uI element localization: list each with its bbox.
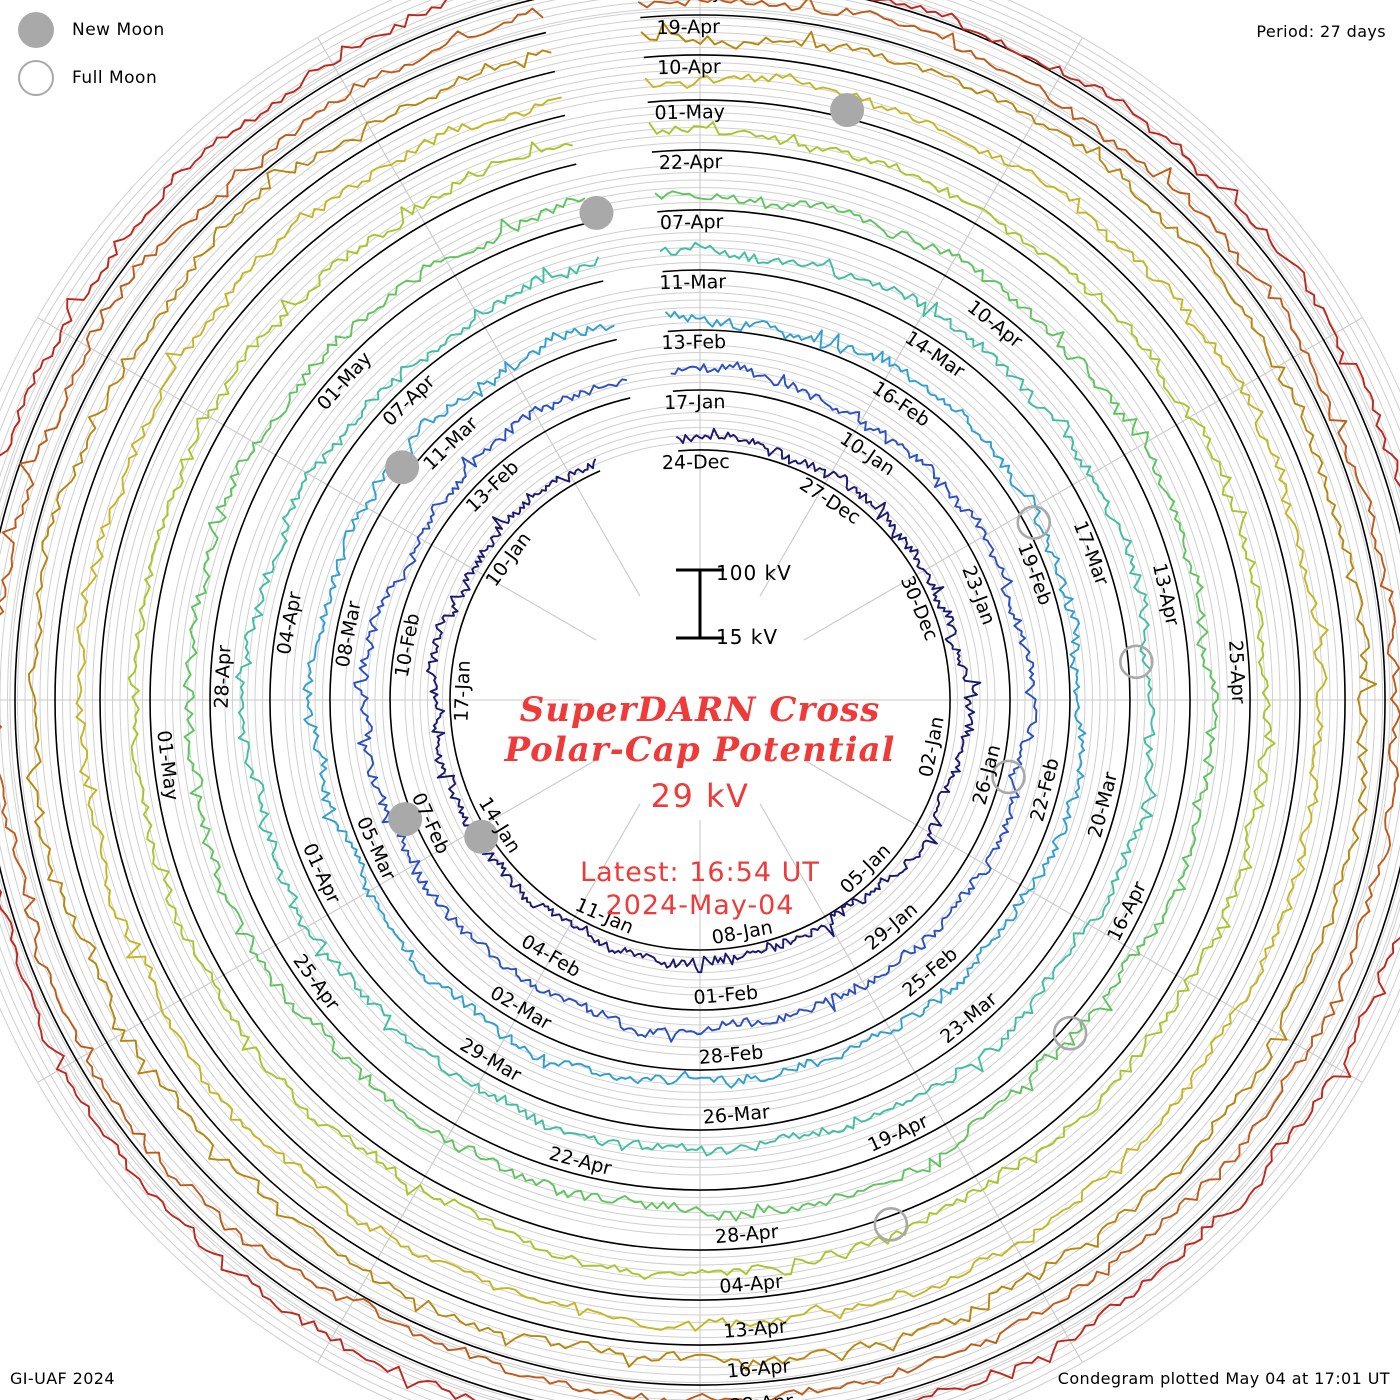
legend-label-full-moon: Full Moon xyxy=(72,68,158,88)
date-label: 07-Apr xyxy=(660,211,724,234)
legend-item-full-moon: Full Moon xyxy=(18,54,165,102)
date-label: 04-Apr xyxy=(719,1271,784,1298)
date-label: 13-Apr xyxy=(722,1315,787,1342)
date-label: 02-Jan xyxy=(915,715,949,780)
date-label: 22-Apr xyxy=(547,1143,614,1180)
ring-baseline-6 xyxy=(149,149,1251,1251)
date-label: 10-Apr xyxy=(657,56,721,79)
date-label: 01-May xyxy=(654,101,725,124)
date-label: 28-Feb xyxy=(698,1041,764,1069)
new-moon-marker-0 xyxy=(830,93,865,128)
plot-timestamp-note: Condegram plotted May 04 at 17:01 UT xyxy=(1057,1369,1390,1388)
date-label: 19-Feb xyxy=(1013,540,1056,608)
scale-bar xyxy=(676,568,724,640)
trace-ring-1 xyxy=(426,427,982,974)
date-label: 16-Apr xyxy=(726,1355,791,1382)
ring-baseline-3 xyxy=(329,329,1071,1071)
date-label: 27-Dec xyxy=(795,473,864,528)
trace-ring-8 xyxy=(25,21,1378,1372)
date-label: 26-Mar xyxy=(702,1101,771,1129)
date-label: 23-Mar xyxy=(936,988,1001,1048)
date-label: 11-Mar xyxy=(659,271,726,294)
date-label: 08-Jan xyxy=(710,916,774,949)
date-label: 28-Apr xyxy=(729,1390,794,1400)
date-label: 22-Apr xyxy=(659,151,723,174)
trace-ring-4 xyxy=(235,241,1157,1157)
ring-baseline-9 xyxy=(14,14,1386,1386)
new-moon-marker-1 xyxy=(579,195,614,230)
ring-baseline-2 xyxy=(389,389,1011,1011)
credit-note: GI-UAF 2024 xyxy=(10,1369,115,1388)
date-label: 13-Feb xyxy=(462,456,524,517)
date-label: 10-Jan xyxy=(482,528,536,591)
date-label: 28-Apr xyxy=(211,644,236,709)
legend-label-new-moon: New Moon xyxy=(72,20,165,40)
date-label: 17-Jan xyxy=(451,660,475,722)
moon-markers xyxy=(385,93,1154,1242)
new-moon-marker-4 xyxy=(464,819,499,854)
date-label: 17-Mar xyxy=(1069,518,1113,589)
date-label: 11-Jan xyxy=(572,894,637,939)
date-label: 25-Apr xyxy=(1224,640,1249,705)
date-label: 19-Apr xyxy=(656,16,720,39)
new-moon-marker-2 xyxy=(385,450,420,485)
date-label: 13-Feb xyxy=(661,331,726,354)
date-label: 28-Apr xyxy=(714,1221,779,1248)
date-label: 16-Apr xyxy=(1103,878,1151,945)
ring-baseline-8 xyxy=(54,54,1346,1346)
trace-ring-6 xyxy=(128,121,1276,1280)
trace-ring-5 xyxy=(182,190,1219,1222)
date-label: 30-Dec xyxy=(896,573,942,644)
date-label: 10-Feb xyxy=(391,611,425,679)
date-label: 04-Feb xyxy=(517,930,584,982)
legend-item-new-moon: New Moon xyxy=(18,6,165,54)
scale-bar-top-label: 100 kV xyxy=(716,561,792,585)
full-moon-marker-9 xyxy=(1016,505,1052,540)
ring-baseline-7 xyxy=(99,99,1301,1301)
new-moon-marker-3 xyxy=(388,802,423,837)
full-moon-marker-8 xyxy=(873,1207,909,1242)
ring-baseline-5 xyxy=(209,209,1191,1191)
full-moon-marker-6 xyxy=(1119,644,1154,680)
full-moon-marker-5 xyxy=(991,759,1026,795)
date-label: 22-Feb xyxy=(1026,756,1064,824)
date-label: 24-Dec xyxy=(662,451,730,474)
new-moon-icon xyxy=(18,12,54,48)
date-label: 05-Jan xyxy=(836,840,895,899)
date-label: 26-Jan xyxy=(969,742,1006,807)
moon-legend: New Moon Full Moon xyxy=(18,6,165,102)
date-label: 17-Jan xyxy=(664,391,726,414)
date-label: 01-Feb xyxy=(693,982,759,1010)
period-note: Period: 27 days xyxy=(1256,22,1386,41)
trace-ring-7 xyxy=(75,73,1329,1332)
date-label: 08-Mar xyxy=(332,599,366,669)
full-moon-marker-7 xyxy=(1052,1015,1088,1051)
scale-bar-bottom-label: 15 kV xyxy=(716,625,779,649)
trace-ring-3 xyxy=(302,310,1087,1089)
date-label: 14-Mar xyxy=(901,327,969,383)
date-label: 01-May xyxy=(652,0,723,4)
date-label: 23-Jan xyxy=(957,563,999,628)
ring-baseline-4 xyxy=(269,269,1131,1131)
date-label: 04-Apr xyxy=(273,590,306,657)
ring-baseline-1 xyxy=(449,449,951,951)
trace-ring-2 xyxy=(353,361,1038,1043)
full-moon-icon xyxy=(18,60,54,96)
